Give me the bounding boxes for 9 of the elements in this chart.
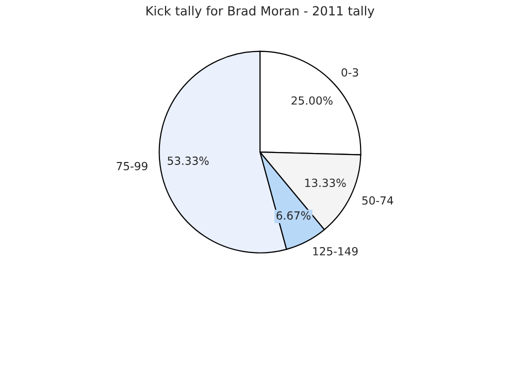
data-label: 25.00%: [292, 96, 333, 105]
data-label: 13.33%: [305, 178, 346, 188]
slice-label: 0-3: [342, 68, 358, 77]
slice-label: 50-74: [362, 196, 394, 205]
chart-title: Kick tally for Brad Moran - 2011 tally: [146, 6, 374, 18]
data-label: 53.33%: [168, 156, 209, 165]
slice-label: 75-99: [116, 162, 148, 170]
data-label: 6.67%: [276, 211, 310, 220]
slice-label: 125-149: [313, 247, 358, 256]
